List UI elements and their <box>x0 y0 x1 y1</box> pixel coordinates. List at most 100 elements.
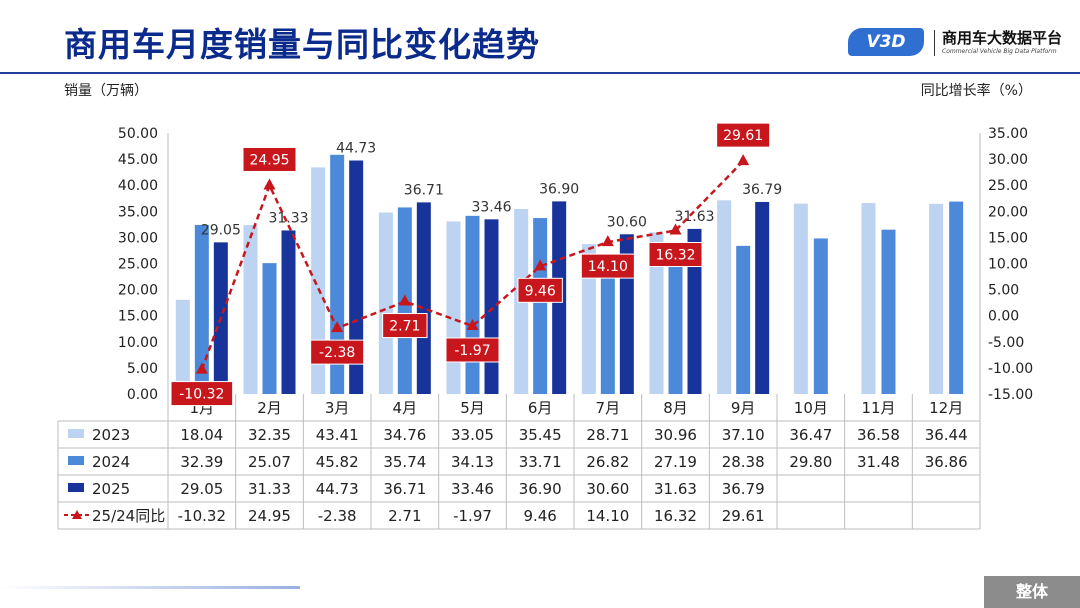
bar-2024 <box>465 215 480 394</box>
yoy-value-label: 29.61 <box>723 128 763 144</box>
table-cell: 36.90 <box>519 480 562 498</box>
bar-2025 <box>281 230 296 394</box>
page-title: 商用车月度销量与同比变化趋势 <box>64 25 540 64</box>
y-tick-label-left: 20.00 <box>118 283 158 299</box>
bar-2024 <box>330 154 345 394</box>
legend-label: 25/24同比 <box>92 507 165 525</box>
table-cell: 18.04 <box>180 426 223 444</box>
y-tick-label-left: 50.00 <box>118 126 158 142</box>
y-tick-label-left: 15.00 <box>118 309 158 325</box>
legend-label: 2025 <box>92 480 130 498</box>
yoy-value-label: 16.32 <box>655 248 695 264</box>
table-cell: 2.71 <box>388 507 421 525</box>
x-tick-label: 12月 <box>929 399 963 417</box>
y-tick-label-right: -10.00 <box>988 361 1033 377</box>
table-cell: 34.76 <box>383 426 426 444</box>
bar-2023 <box>311 167 326 394</box>
table-cell: 29.05 <box>180 480 223 498</box>
x-tick-label: 4月 <box>393 399 418 417</box>
yoy-marker <box>466 318 479 330</box>
table-cell: 36.79 <box>722 480 765 498</box>
y-tick-label-left: 40.00 <box>118 178 158 194</box>
table-cell: 34.13 <box>451 453 494 471</box>
bar-value-label-2025: 31.63 <box>674 209 714 225</box>
bar-2023 <box>581 244 596 394</box>
yoy-marker <box>737 154 750 166</box>
table-cell: 43.41 <box>316 426 359 444</box>
y-tick-label-right: 25.00 <box>988 178 1028 194</box>
table-cell: 33.46 <box>451 480 494 498</box>
bar-2024 <box>194 224 209 394</box>
bar-2023 <box>378 212 393 394</box>
x-tick-label: 6月 <box>528 399 553 417</box>
bar-2023 <box>793 203 808 394</box>
yoy-marker <box>601 235 614 247</box>
y-tick-label-left: 5.00 <box>127 361 158 377</box>
y-axis-title-left: 销量（万辆） <box>64 83 148 99</box>
x-tick-label: 5月 <box>460 399 485 417</box>
logo-badge: V3D <box>848 28 924 56</box>
x-tick-label: 2月 <box>257 399 282 417</box>
table-cell: 27.19 <box>654 453 697 471</box>
table-cell: 36.47 <box>789 426 832 444</box>
legend-swatch-2023 <box>68 429 84 438</box>
table-cell: 36.86 <box>925 453 968 471</box>
yoy-label-box <box>170 381 234 407</box>
bar-value-label-2025: 36.71 <box>404 182 444 198</box>
yoy-value-label: 14.10 <box>588 259 628 275</box>
table-cell: 31.63 <box>654 480 697 498</box>
bar-2024 <box>949 201 964 394</box>
table-cell: 35.74 <box>383 453 426 471</box>
table-cell: 28.38 <box>722 453 765 471</box>
table-cell: 25.07 <box>248 453 291 471</box>
y-tick-label-left: 30.00 <box>118 230 158 246</box>
logo-name: 商用车大数据平台 <box>942 29 1063 47</box>
table-cell: 16.32 <box>654 507 697 525</box>
x-tick-label: 10月 <box>794 399 828 417</box>
yoy-marker <box>263 178 276 190</box>
logo-subtitle: Commercial Vehicle Big Data Platform <box>942 48 1057 55</box>
table-cell: 36.58 <box>857 426 900 444</box>
yoy-marker <box>398 294 411 306</box>
yoy-label-box <box>242 146 297 172</box>
yoy-value-label: -2.38 <box>319 345 355 361</box>
bar-2023 <box>717 200 732 394</box>
table-cell: 9.46 <box>523 507 556 525</box>
yoy-marker <box>331 321 344 333</box>
bar-2023 <box>929 203 944 394</box>
yoy-label-box <box>382 313 428 339</box>
y-tick-label-right: 30.00 <box>988 152 1028 168</box>
y-tick-label-right: 15.00 <box>988 230 1028 246</box>
yoy-label-box <box>310 339 365 365</box>
legend-swatch-2024 <box>68 456 84 465</box>
x-tick-label: 3月 <box>325 399 350 417</box>
table-cell: 33.71 <box>519 453 562 471</box>
table-cell: 36.44 <box>925 426 968 444</box>
bar-2023 <box>243 225 258 394</box>
yoy-marker <box>669 223 682 235</box>
bar-value-label-2025: 33.46 <box>471 199 511 215</box>
y-axis-title-right: 同比增长率（%） <box>920 83 1032 99</box>
bar-value-label-2025: 29.05 <box>201 222 241 238</box>
yoy-value-label: 24.95 <box>249 152 289 168</box>
table-cell: 26.82 <box>586 453 629 471</box>
table-cell: 32.39 <box>180 453 223 471</box>
yoy-label-box <box>580 253 635 279</box>
y-tick-label-right: 10.00 <box>988 257 1028 273</box>
footer-decoration <box>0 586 300 589</box>
table-cell: 31.48 <box>857 453 900 471</box>
bar-value-label-2025: 31.33 <box>268 210 308 226</box>
legend-label: 2024 <box>92 453 130 471</box>
x-tick-label: 11月 <box>861 399 895 417</box>
table-cell: 45.82 <box>316 453 359 471</box>
y-tick-label-left: 10.00 <box>118 335 158 351</box>
legend-marker-yoy <box>72 510 82 519</box>
y-tick-label-left: 0.00 <box>127 387 158 403</box>
bar-2025 <box>416 202 431 394</box>
table-cell: 29.80 <box>789 453 832 471</box>
yoy-value-label: -10.32 <box>179 387 224 403</box>
bar-2025 <box>349 160 364 394</box>
title-divider <box>0 72 1080 74</box>
yoy-label-box <box>648 242 703 268</box>
bar-2025 <box>755 201 770 394</box>
